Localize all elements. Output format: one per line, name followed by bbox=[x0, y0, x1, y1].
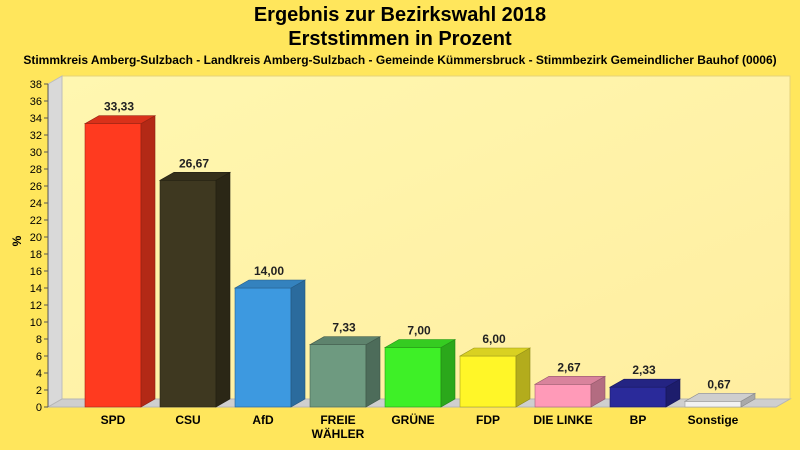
bar-front bbox=[234, 287, 292, 408]
y-tick-label: 28 bbox=[30, 164, 42, 176]
bar-front bbox=[159, 180, 217, 408]
y-tick-label: 30 bbox=[30, 147, 42, 159]
x-tick-label: DIE LINKE bbox=[533, 413, 592, 427]
y-tick-label: 10 bbox=[30, 317, 42, 329]
x-tick-label: CSU bbox=[175, 413, 200, 427]
data-label: 2,33 bbox=[632, 363, 656, 377]
bar bbox=[683, 392, 757, 408]
bar-top bbox=[158, 172, 232, 181]
y-tick-label: 2 bbox=[36, 385, 42, 397]
y-tick-label: 8 bbox=[36, 334, 42, 346]
bar-front bbox=[534, 384, 592, 408]
y-tick-label: 20 bbox=[30, 232, 42, 244]
data-label: 7,00 bbox=[407, 324, 431, 338]
bar-top bbox=[308, 336, 382, 345]
x-tick-label: FDP bbox=[476, 413, 500, 427]
bar-top bbox=[233, 279, 307, 289]
data-label: 14,00 bbox=[254, 264, 284, 278]
x-tick-label: SPD bbox=[101, 413, 126, 427]
bar-top bbox=[458, 347, 532, 357]
bar-front bbox=[309, 344, 367, 408]
bar bbox=[533, 375, 607, 408]
bar-front bbox=[684, 401, 742, 408]
bar-top bbox=[533, 376, 607, 385]
y-tick-label: 34 bbox=[30, 113, 42, 125]
y-tick-label: 36 bbox=[30, 96, 42, 108]
y-tick-label: 0 bbox=[36, 402, 42, 414]
data-label: 2,67 bbox=[557, 360, 581, 374]
bar-side bbox=[140, 115, 156, 408]
chart-title-line-2: Erststimmen in Prozent bbox=[288, 28, 512, 50]
bar bbox=[233, 279, 307, 408]
y-tick-label: 22 bbox=[30, 215, 42, 227]
bar-front bbox=[384, 347, 442, 408]
bar bbox=[308, 336, 382, 408]
bar-front bbox=[84, 123, 142, 408]
y-tick-label: 4 bbox=[36, 368, 42, 380]
bar-top bbox=[608, 378, 682, 388]
y-tick-label: 14 bbox=[30, 283, 42, 295]
x-tick-label: FREIE bbox=[320, 413, 355, 427]
bar bbox=[383, 338, 457, 408]
y-tick-label: 26 bbox=[30, 181, 42, 193]
bar-front bbox=[459, 355, 517, 408]
y-tick-label: 16 bbox=[30, 266, 42, 278]
y-tick-label: 24 bbox=[30, 198, 42, 210]
bar-side bbox=[440, 338, 456, 408]
x-tick-label: GRÜNE bbox=[391, 412, 434, 427]
bar-front bbox=[609, 386, 667, 408]
x-tick-label: WÄHLER bbox=[312, 426, 365, 441]
bar-top bbox=[83, 115, 157, 124]
chart-title: Ergebnis zur Bezirkswahl 2018 bbox=[253, 4, 547, 26]
y-tick-label: 32 bbox=[30, 130, 42, 142]
data-label: 6,00 bbox=[482, 332, 506, 346]
y-tick-label: 18 bbox=[30, 249, 42, 261]
bar bbox=[608, 378, 682, 408]
y-tick-label: 6 bbox=[36, 351, 42, 363]
bar bbox=[83, 115, 157, 408]
bar-side bbox=[515, 347, 531, 408]
data-label: 33,33 bbox=[104, 100, 134, 114]
bar-side bbox=[365, 336, 381, 408]
x-tick-label: BP bbox=[630, 413, 647, 427]
bar bbox=[458, 347, 532, 408]
chart-side-wall bbox=[47, 75, 63, 408]
data-label: 7,33 bbox=[332, 321, 356, 335]
bar bbox=[158, 171, 232, 408]
chart-subtitle: Stimmkreis Amberg-Sulzbach - Landkreis A… bbox=[23, 53, 777, 67]
bar-top bbox=[683, 393, 757, 402]
x-tick-label: Sonstige bbox=[688, 413, 739, 427]
y-tick-label: 12 bbox=[30, 300, 42, 312]
data-label: 26,67 bbox=[179, 156, 209, 170]
bar-top bbox=[383, 339, 457, 348]
x-tick-label: AfD bbox=[252, 413, 274, 427]
data-label: 0,67 bbox=[707, 377, 731, 391]
y-axis-label: % bbox=[10, 235, 24, 246]
bar-side bbox=[290, 279, 306, 408]
bar-side bbox=[215, 171, 231, 408]
y-tick-label: 38 bbox=[30, 79, 42, 91]
